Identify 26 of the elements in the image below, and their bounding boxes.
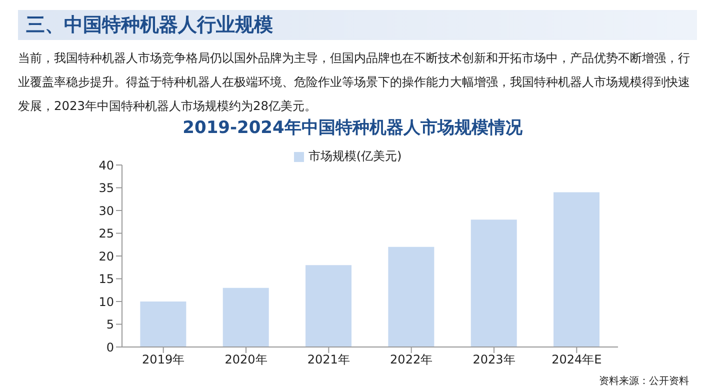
- y-tick-label: 0: [106, 340, 114, 354]
- text: 三、中国特种机器人行业规模: [18, 10, 698, 40]
- y-tick-label: 25: [98, 226, 114, 241]
- y-tick-label: 35: [98, 181, 114, 196]
- text: 当前，我国特种机器人市场竞争格局仍以国外品牌为主导，但国内品牌也在不断技术创新和开拓市场中，产品优势不断增强，行业覆盖率稳步提升。得益于特种机器人在极端环境、危险作业等场景下的操作能力大幅增强，我国特种机器人市场规模得到快速发展，2023年中国特种机器人市场规模约为28亿美元。: [18, 50, 691, 115]
- x-tick-label: 2019年: [142, 352, 185, 367]
- chart-title: 2019-2024年中国特种机器人市场规模情况: [182, 117, 524, 139]
- x-tick-label: 2021年: [307, 352, 350, 367]
- text: 资料来源：公开资料: [599, 374, 689, 388]
- y-tick-label: 30: [98, 204, 114, 218]
- x-tick-label: 2022年: [390, 352, 433, 367]
- y-tick-label: 15: [98, 272, 114, 286]
- legend-label: 市场规模(亿美元): [308, 149, 402, 163]
- y-tick-label: 20: [98, 249, 114, 264]
- bar: [222, 288, 269, 347]
- bar: [306, 265, 352, 347]
- y-tick-label: 5: [106, 318, 114, 332]
- x-tick-label: 2023年: [472, 352, 516, 367]
- bar: [554, 192, 600, 347]
- bar: [140, 302, 186, 347]
- x-tick-label: 2020年: [224, 352, 268, 367]
- bar: [388, 246, 434, 347]
- y-tick-label: 40: [98, 158, 114, 172]
- y-tick-label: 10: [98, 294, 114, 309]
- bar: [470, 220, 517, 347]
- x-tick-label: 2024年E: [552, 352, 602, 367]
